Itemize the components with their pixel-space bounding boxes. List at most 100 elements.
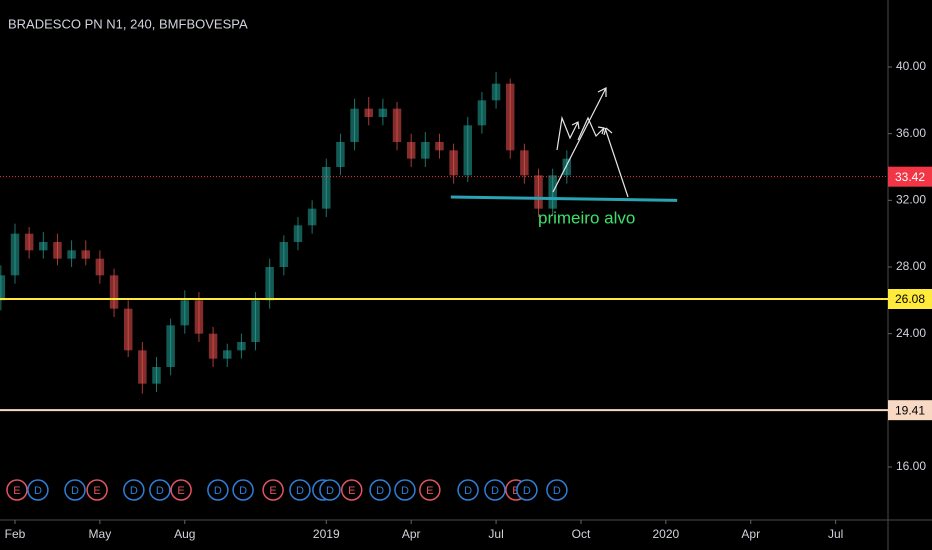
candle-body bbox=[138, 350, 147, 384]
event-marker bbox=[516, 479, 538, 501]
x-tick-label: Feb bbox=[5, 527, 26, 541]
event-marker bbox=[6, 479, 28, 501]
event-label: D bbox=[553, 485, 561, 497]
candle-body bbox=[123, 308, 133, 351]
x-tick-label: Apr bbox=[741, 527, 760, 541]
y-tick-label: 16.00 bbox=[896, 459, 926, 473]
event-label: D bbox=[156, 485, 164, 497]
y-tick-label: 32.00 bbox=[896, 193, 926, 207]
event-label: D bbox=[401, 485, 409, 497]
candle-body bbox=[392, 108, 402, 142]
event-label: E bbox=[269, 485, 276, 497]
candle-body bbox=[505, 83, 515, 151]
event-marker bbox=[207, 479, 229, 501]
candle-body bbox=[350, 108, 359, 142]
event-label: D bbox=[376, 485, 384, 497]
event-label: D bbox=[130, 485, 138, 497]
event-marker bbox=[123, 479, 145, 501]
candle-body bbox=[67, 250, 76, 259]
annotation: primeiro alvo bbox=[538, 208, 635, 227]
event-marker bbox=[86, 479, 108, 501]
candle-body bbox=[406, 142, 416, 159]
candle-body bbox=[548, 175, 557, 209]
candle-body bbox=[180, 300, 190, 326]
price-level-label: 33.42 bbox=[895, 170, 925, 184]
event-marker bbox=[289, 479, 311, 501]
event-marker bbox=[27, 479, 49, 501]
candle-body bbox=[95, 258, 105, 276]
event-marker bbox=[170, 479, 192, 501]
candle-body bbox=[421, 142, 430, 159]
candle-body bbox=[109, 275, 119, 309]
x-tick-label: Oct bbox=[572, 527, 591, 541]
event-label: E bbox=[426, 485, 433, 497]
event-marker bbox=[394, 479, 416, 501]
event-marker bbox=[149, 479, 171, 501]
event-marker bbox=[457, 479, 479, 501]
drawn-arrows bbox=[552, 87, 629, 198]
candle-body bbox=[0, 275, 6, 301]
arrow-zigzag-2 bbox=[577, 116, 605, 141]
event-marker bbox=[484, 479, 506, 501]
x-tick-label: 2020 bbox=[653, 527, 680, 541]
price-level-tag bbox=[888, 166, 932, 187]
candle-body bbox=[534, 175, 543, 209]
x-tick-label: May bbox=[89, 527, 112, 541]
candle-body bbox=[378, 108, 388, 117]
event-marker bbox=[340, 479, 363, 501]
candle-body bbox=[81, 250, 90, 259]
candle-body bbox=[10, 233, 20, 276]
event-label: D bbox=[296, 485, 304, 497]
x-tick-label: 2019 bbox=[313, 527, 340, 541]
event-marker bbox=[369, 479, 391, 501]
candle-body bbox=[364, 108, 373, 117]
event-label: E bbox=[13, 485, 20, 497]
y-tick-label: 28.00 bbox=[896, 259, 926, 273]
arrow-up bbox=[552, 87, 607, 193]
event-marker bbox=[64, 479, 86, 501]
arrow-down bbox=[603, 127, 629, 198]
candle-body bbox=[237, 342, 246, 351]
candle-body bbox=[463, 125, 473, 176]
candle-body bbox=[39, 242, 48, 251]
plot-area bbox=[0, 72, 888, 412]
chart-title: BRADESCO PN N1, 240, BMFBOVESPA bbox=[8, 16, 248, 31]
event-label: E bbox=[93, 485, 100, 497]
y-tick-label: 24.00 bbox=[896, 326, 926, 340]
candle-body bbox=[53, 242, 62, 259]
y-tick-label: 36.00 bbox=[896, 126, 926, 140]
event-marker bbox=[319, 479, 341, 501]
event-label: E bbox=[177, 485, 184, 497]
event-marker bbox=[419, 479, 441, 501]
x-tick-label: Aug bbox=[174, 527, 195, 541]
candle-body bbox=[477, 100, 487, 126]
x-tick-label: Jul bbox=[488, 527, 503, 541]
price-level-label: 26.08 bbox=[895, 292, 925, 306]
price-level-label: 19.41 bbox=[895, 403, 925, 417]
candle-body bbox=[279, 242, 289, 267]
candle-body bbox=[520, 150, 529, 176]
candle-body bbox=[336, 142, 345, 167]
candle-body bbox=[152, 367, 161, 384]
support-line bbox=[450, 195, 678, 202]
price-level-tag bbox=[888, 400, 932, 421]
candle-body bbox=[307, 208, 317, 226]
event-label: D bbox=[491, 485, 499, 497]
event-label: D bbox=[464, 485, 472, 497]
candle-body bbox=[251, 300, 260, 342]
event-label: E bbox=[512, 485, 519, 497]
candle-body bbox=[24, 233, 34, 251]
candle-body bbox=[322, 167, 331, 209]
event-marker bbox=[262, 479, 284, 501]
candle-body bbox=[435, 142, 444, 151]
y-tick-label: 40.00 bbox=[896, 59, 926, 73]
event-label: D bbox=[214, 485, 222, 497]
event-marker bbox=[232, 479, 254, 501]
event-label: D bbox=[326, 485, 334, 497]
x-tick-label: Apr bbox=[402, 527, 421, 541]
candle-body bbox=[265, 267, 274, 301]
candle-body bbox=[562, 158, 572, 176]
candle-body bbox=[208, 333, 218, 359]
